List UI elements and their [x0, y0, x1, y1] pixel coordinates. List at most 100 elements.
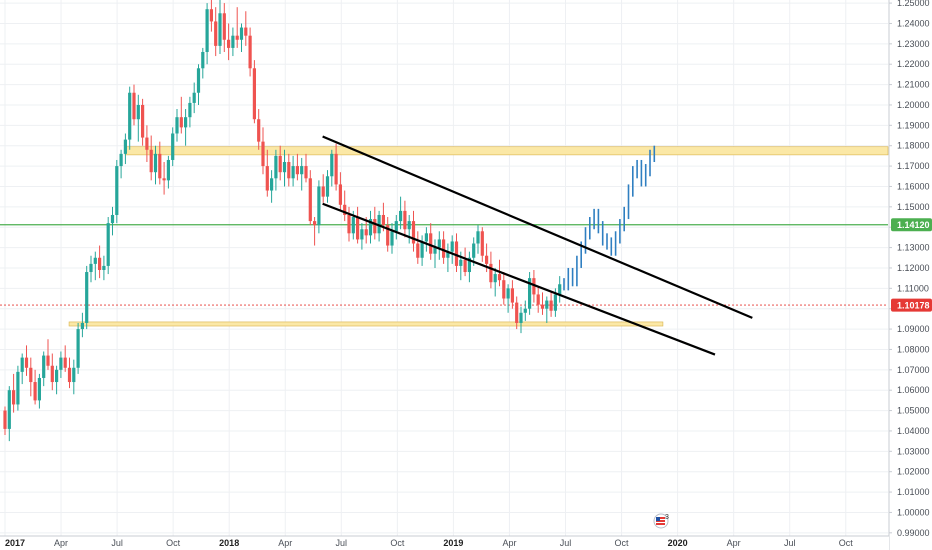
candle-body	[463, 259, 467, 273]
candle-body	[192, 92, 196, 103]
candle-body	[437, 239, 441, 248]
x-axis-bg	[0, 536, 889, 550]
candle-body	[55, 369, 59, 383]
candle-body	[356, 217, 360, 240]
candle-body	[489, 263, 493, 283]
candle-body	[472, 243, 476, 258]
x-tick-label: Jul	[336, 538, 348, 548]
x-tick-label: Oct	[615, 538, 630, 548]
candle-body	[231, 35, 235, 48]
candle-body	[510, 288, 514, 303]
candle-body	[386, 225, 390, 246]
candle-body	[403, 210, 407, 230]
y-tick-label: 1.03000	[897, 446, 930, 456]
y-tick-label: 1.16000	[897, 181, 930, 191]
candle-body	[149, 149, 153, 173]
x-tick-label: Jul	[560, 538, 572, 548]
candle-body	[29, 367, 33, 383]
candle-body	[115, 166, 119, 215]
candle-body	[287, 162, 291, 179]
y-tick-label: 1.12000	[897, 263, 930, 273]
candle-body	[381, 214, 385, 226]
candle-body	[420, 241, 424, 258]
candle-body	[175, 117, 179, 134]
candle-body	[257, 119, 261, 142]
candle-body	[338, 184, 342, 205]
candle-body	[313, 221, 317, 226]
candle-body	[136, 104, 140, 120]
candle-body	[532, 278, 536, 295]
candle-body	[24, 357, 29, 368]
y-axis-bg	[889, 0, 932, 550]
candle-body	[536, 294, 540, 305]
candle-body	[519, 312, 523, 323]
channel-lines	[322, 135, 753, 356]
y-tick-label: 1.00000	[897, 507, 930, 517]
zone-band	[124, 146, 889, 156]
candle-body	[188, 102, 192, 118]
candle-body	[368, 219, 373, 236]
y-tick-label: 1.11000	[897, 283, 929, 293]
y-tick-label: 1.05000	[897, 406, 930, 416]
candle-body	[76, 329, 80, 368]
candle-body	[493, 274, 497, 283]
candle-body	[50, 365, 54, 383]
candle-body	[407, 221, 411, 230]
candle-body	[540, 304, 545, 309]
x-tick-label: 2017	[5, 538, 25, 548]
flag-badge-icon[interactable]: 3	[653, 513, 669, 529]
candle-body	[334, 153, 338, 185]
candle-body	[558, 284, 562, 295]
candle-body	[274, 155, 278, 179]
candle-body	[429, 233, 433, 254]
horizontal-lines	[0, 224, 888, 306]
y-tick-label: 1.09000	[897, 324, 930, 334]
candle-body	[102, 265, 106, 270]
candle-body	[244, 27, 248, 36]
candle-body	[308, 178, 312, 222]
candle-body	[85, 272, 89, 323]
channel-line	[322, 202, 716, 356]
candle-body	[214, 21, 218, 46]
candle-body	[209, 9, 213, 22]
candle-body	[141, 104, 145, 138]
candle-body	[235, 35, 239, 40]
candle-body	[7, 390, 11, 429]
candle-body	[67, 367, 72, 383]
y-tick-label: 1.08000	[897, 344, 930, 354]
candle-body	[123, 139, 127, 154]
x-tick-label: Apr	[278, 538, 292, 548]
candle-body	[411, 221, 416, 244]
grid	[0, 0, 888, 536]
x-tick-label: 2019	[443, 538, 463, 548]
candle-body	[394, 221, 398, 232]
candle-body	[252, 68, 256, 120]
candle-body	[325, 176, 330, 197]
price-tag-label: 1.10178	[897, 300, 930, 310]
y-tick-label: 1.06000	[897, 385, 930, 395]
candle-body	[347, 214, 351, 234]
y-tick-label: 0.99000	[897, 528, 930, 538]
candle-body	[132, 92, 136, 120]
x-tick-label: Apr	[727, 538, 741, 548]
candle-body	[485, 255, 489, 264]
zone-band	[68, 321, 664, 327]
candle-body	[553, 294, 557, 311]
candle-body	[343, 204, 347, 215]
flag-canton	[656, 517, 660, 521]
x-tick-label: 2018	[219, 538, 239, 548]
candle-body	[261, 141, 265, 167]
candle-body	[248, 35, 252, 69]
x-tick-label: Oct	[166, 538, 181, 548]
candle-body	[239, 27, 244, 40]
projected-path	[563, 145, 656, 291]
y-tick-label: 1.17000	[897, 161, 930, 171]
candle-body	[360, 229, 364, 240]
candle-body	[424, 233, 428, 242]
candle-body	[454, 241, 459, 266]
y-axis: 1.25000 1.24000 1.23000 1.22000 1.21000 1.200…	[888, 0, 932, 550]
y-tick-label: 1.04000	[897, 426, 930, 436]
y-tick-label: 1.15000	[897, 202, 930, 212]
candle-body	[300, 166, 304, 175]
candle-body	[502, 280, 506, 299]
